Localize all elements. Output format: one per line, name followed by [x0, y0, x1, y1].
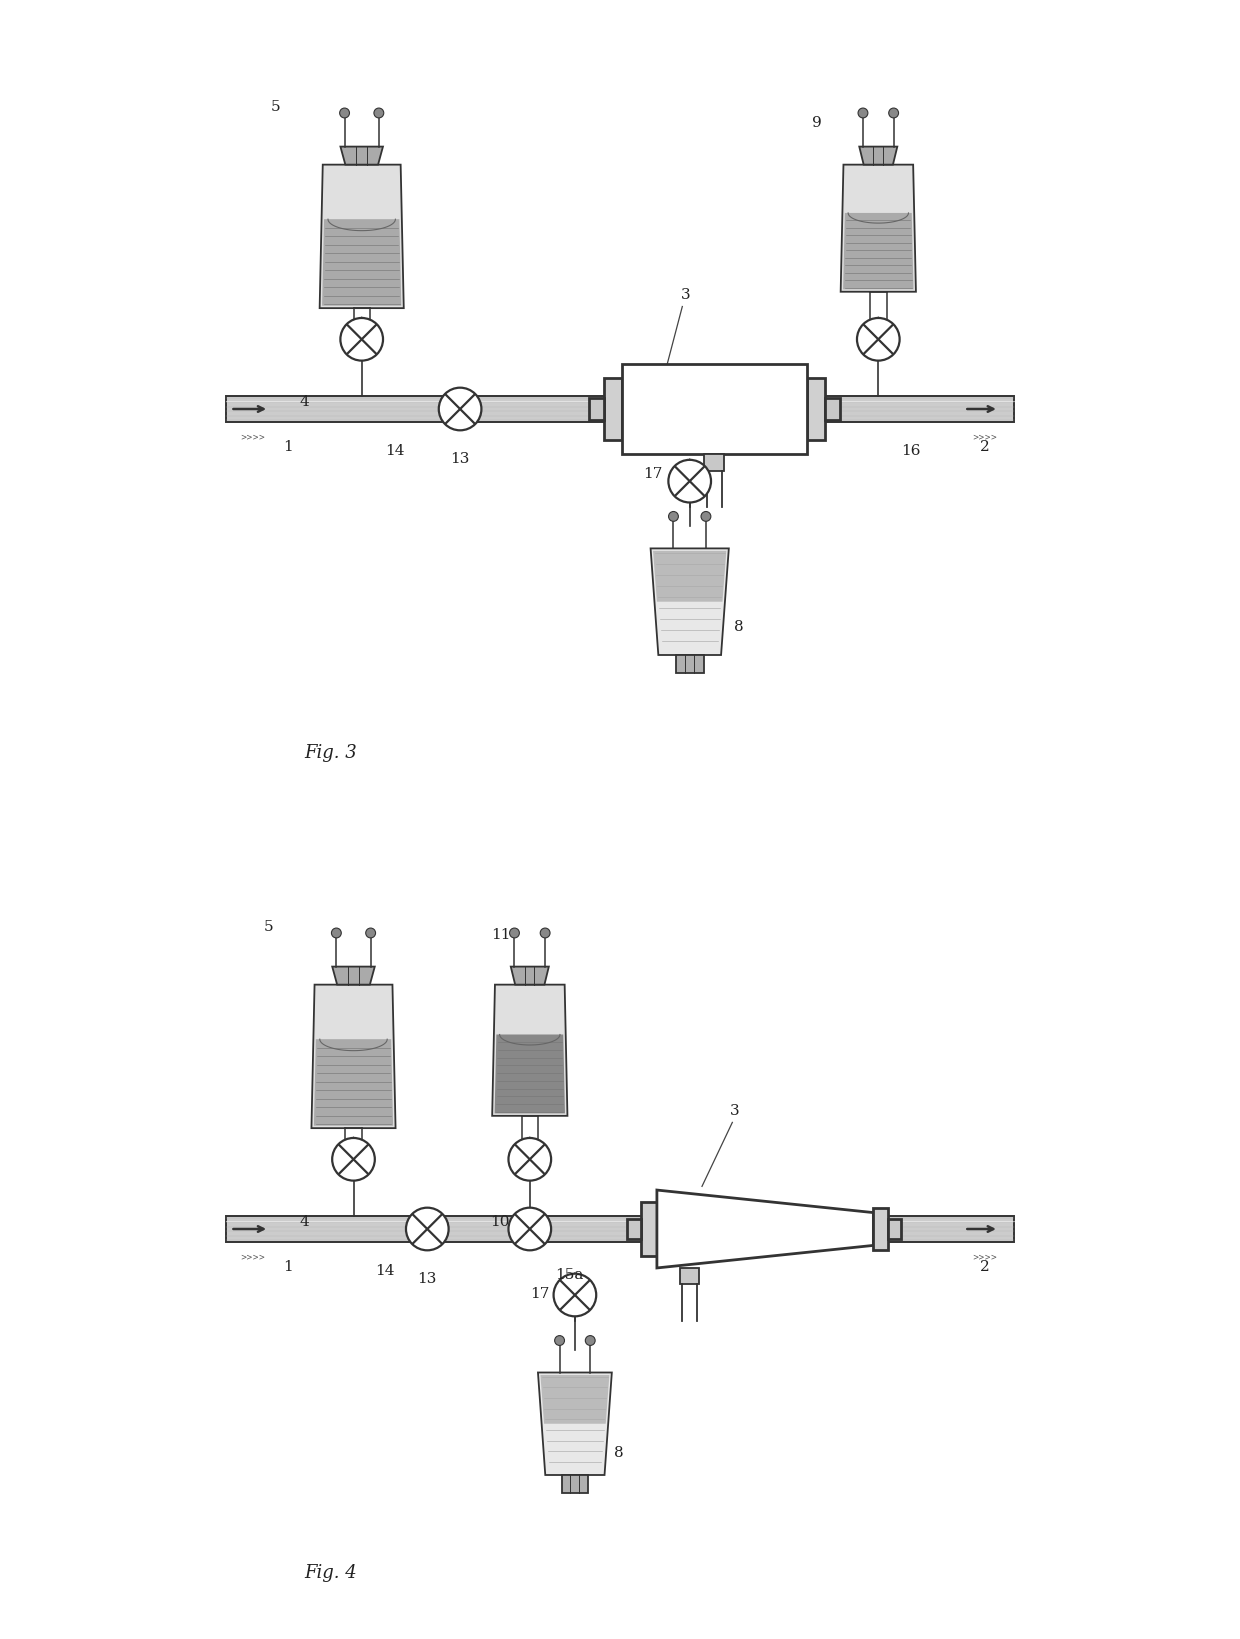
- Circle shape: [668, 461, 711, 503]
- Polygon shape: [511, 967, 549, 985]
- Text: >>>>: >>>>: [241, 433, 265, 441]
- FancyBboxPatch shape: [621, 364, 807, 454]
- Circle shape: [439, 388, 481, 431]
- Polygon shape: [492, 985, 568, 1116]
- Circle shape: [889, 108, 899, 120]
- Text: 15a: 15a: [556, 1267, 583, 1282]
- Circle shape: [508, 1208, 551, 1251]
- Text: 8: 8: [734, 620, 744, 634]
- Circle shape: [857, 318, 900, 361]
- Polygon shape: [841, 166, 916, 292]
- Circle shape: [332, 1137, 374, 1180]
- Text: 5: 5: [270, 100, 280, 113]
- FancyBboxPatch shape: [676, 656, 704, 674]
- Text: >>>>: >>>>: [972, 1252, 997, 1260]
- FancyBboxPatch shape: [888, 1219, 901, 1239]
- Polygon shape: [320, 166, 404, 308]
- Text: 1: 1: [283, 1259, 293, 1274]
- Polygon shape: [657, 1190, 873, 1269]
- Text: 11: 11: [491, 928, 511, 941]
- FancyBboxPatch shape: [562, 1475, 588, 1493]
- Text: 5: 5: [264, 919, 274, 933]
- Polygon shape: [311, 985, 396, 1128]
- Circle shape: [340, 108, 350, 120]
- Polygon shape: [651, 549, 729, 656]
- Polygon shape: [843, 213, 914, 290]
- Circle shape: [553, 1274, 596, 1316]
- FancyBboxPatch shape: [604, 379, 621, 441]
- FancyBboxPatch shape: [621, 392, 807, 428]
- Circle shape: [331, 928, 341, 938]
- FancyBboxPatch shape: [627, 1219, 641, 1239]
- Polygon shape: [322, 220, 402, 306]
- Text: 3: 3: [681, 288, 691, 302]
- Text: 14: 14: [384, 444, 404, 457]
- Circle shape: [340, 318, 383, 361]
- Circle shape: [554, 1336, 564, 1346]
- Text: 13: 13: [418, 1272, 436, 1285]
- FancyBboxPatch shape: [825, 398, 839, 421]
- Polygon shape: [332, 967, 374, 985]
- Text: 1: 1: [283, 439, 293, 454]
- Polygon shape: [314, 1039, 393, 1126]
- Polygon shape: [538, 1372, 611, 1475]
- FancyBboxPatch shape: [873, 1208, 888, 1251]
- Text: 16: 16: [901, 444, 921, 457]
- FancyBboxPatch shape: [227, 397, 1013, 423]
- Text: Fig. 3: Fig. 3: [304, 744, 357, 760]
- Text: 4: 4: [299, 395, 309, 408]
- Text: 17: 17: [644, 467, 662, 480]
- Text: >>>>: >>>>: [972, 433, 997, 441]
- Circle shape: [585, 1336, 595, 1346]
- FancyBboxPatch shape: [227, 1216, 1013, 1242]
- Polygon shape: [541, 1375, 609, 1424]
- Text: >>>>: >>>>: [241, 1252, 265, 1260]
- FancyBboxPatch shape: [589, 398, 604, 421]
- Circle shape: [374, 108, 383, 120]
- Text: 17: 17: [529, 1287, 549, 1300]
- Circle shape: [701, 511, 711, 521]
- Text: 4: 4: [299, 1214, 309, 1228]
- Circle shape: [366, 928, 376, 938]
- Circle shape: [510, 928, 520, 938]
- Text: 14: 14: [374, 1264, 394, 1277]
- FancyBboxPatch shape: [641, 1203, 657, 1255]
- FancyBboxPatch shape: [704, 454, 724, 472]
- Circle shape: [508, 1137, 551, 1180]
- Polygon shape: [341, 148, 383, 166]
- Text: 10: 10: [490, 1214, 510, 1228]
- Text: 13: 13: [450, 452, 470, 465]
- Text: 2: 2: [980, 1259, 990, 1274]
- Circle shape: [858, 108, 868, 120]
- Text: 2: 2: [980, 439, 990, 454]
- Polygon shape: [653, 551, 727, 602]
- Circle shape: [541, 928, 551, 938]
- FancyBboxPatch shape: [807, 379, 825, 441]
- FancyBboxPatch shape: [680, 1269, 699, 1285]
- Polygon shape: [495, 1034, 565, 1115]
- Polygon shape: [859, 148, 898, 166]
- Circle shape: [668, 511, 678, 521]
- Text: 3: 3: [730, 1103, 739, 1118]
- Text: 8: 8: [614, 1446, 624, 1459]
- Text: Fig. 4: Fig. 4: [304, 1564, 357, 1580]
- Circle shape: [405, 1208, 449, 1251]
- Text: 9: 9: [812, 116, 822, 129]
